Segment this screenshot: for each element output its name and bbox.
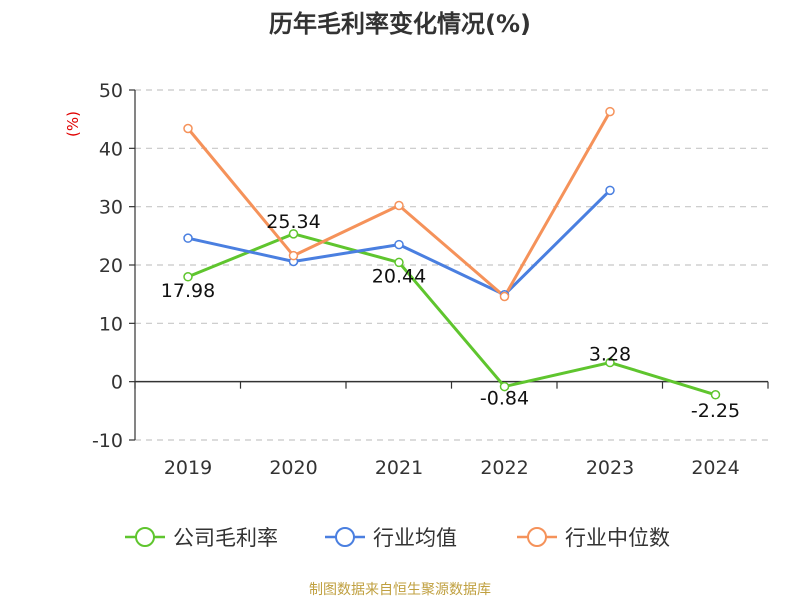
axes: 50 40 30 20 10 0 -10 2019 2020 2021 2022 2023 2024 bbox=[92, 80, 769, 479]
data-label: -2.25 bbox=[691, 400, 740, 422]
series-line-0 bbox=[186, 232, 717, 397]
data-point[interactable] bbox=[183, 123, 193, 134]
y-tick-label: -10 bbox=[92, 430, 123, 452]
data-point[interactable] bbox=[288, 250, 299, 261]
y-tick-label: 20 bbox=[99, 255, 123, 277]
legend-item-label[interactable]: 公司毛利率 bbox=[173, 526, 278, 550]
data-point[interactable] bbox=[710, 390, 721, 400]
y-tick-label: 40 bbox=[99, 138, 123, 160]
data-label: 20.44 bbox=[372, 265, 426, 287]
data-label: -0.84 bbox=[480, 388, 529, 410]
data-point[interactable] bbox=[499, 381, 510, 392]
data-point[interactable] bbox=[394, 257, 404, 268]
legend-marker bbox=[135, 527, 155, 547]
data-point[interactable] bbox=[605, 185, 615, 196]
y-tick-label: 10 bbox=[99, 313, 123, 335]
y-tick-label: 50 bbox=[99, 80, 123, 102]
source-note: 制图数据来自恒生聚源数据库 bbox=[309, 582, 491, 598]
y-axis-label: (%) bbox=[64, 111, 82, 137]
x-tick-label: 2022 bbox=[480, 457, 528, 479]
data-labels: 17.98 25.34 20.44 -0.84 3.28 -2.25 bbox=[161, 211, 740, 422]
legend-marker bbox=[527, 527, 547, 547]
y-tick-label: 0 bbox=[111, 372, 123, 394]
chart-title: 历年毛利率变化情况(%) bbox=[269, 10, 531, 38]
x-tick-label: 2020 bbox=[269, 457, 317, 479]
x-tick-label: 2019 bbox=[164, 457, 212, 479]
data-point[interactable] bbox=[605, 357, 615, 368]
data-point[interactable] bbox=[288, 229, 299, 239]
data-point[interactable] bbox=[605, 106, 615, 117]
data-label: 25.34 bbox=[266, 211, 320, 233]
series-lines bbox=[186, 110, 717, 397]
legend-item-label[interactable]: 行业中位数 bbox=[565, 526, 670, 550]
x-tick-label: 2021 bbox=[375, 457, 423, 479]
series-points bbox=[183, 106, 721, 400]
y-tick-label: 30 bbox=[99, 197, 123, 219]
legend[interactable]: 公司毛利率 行业均值 行业中位数 bbox=[125, 526, 670, 550]
legend-item-label[interactable]: 行业均值 bbox=[373, 526, 457, 550]
data-point[interactable] bbox=[183, 272, 193, 282]
x-tick-label: 2023 bbox=[586, 457, 634, 479]
legend-marker bbox=[335, 527, 355, 547]
x-tick-label: 2024 bbox=[691, 457, 739, 479]
data-label: 3.28 bbox=[589, 344, 631, 366]
data-point[interactable] bbox=[394, 200, 404, 211]
data-label: 17.98 bbox=[161, 280, 215, 302]
data-point[interactable] bbox=[499, 291, 510, 302]
data-point[interactable] bbox=[394, 239, 404, 250]
data-point[interactable] bbox=[183, 233, 193, 243]
